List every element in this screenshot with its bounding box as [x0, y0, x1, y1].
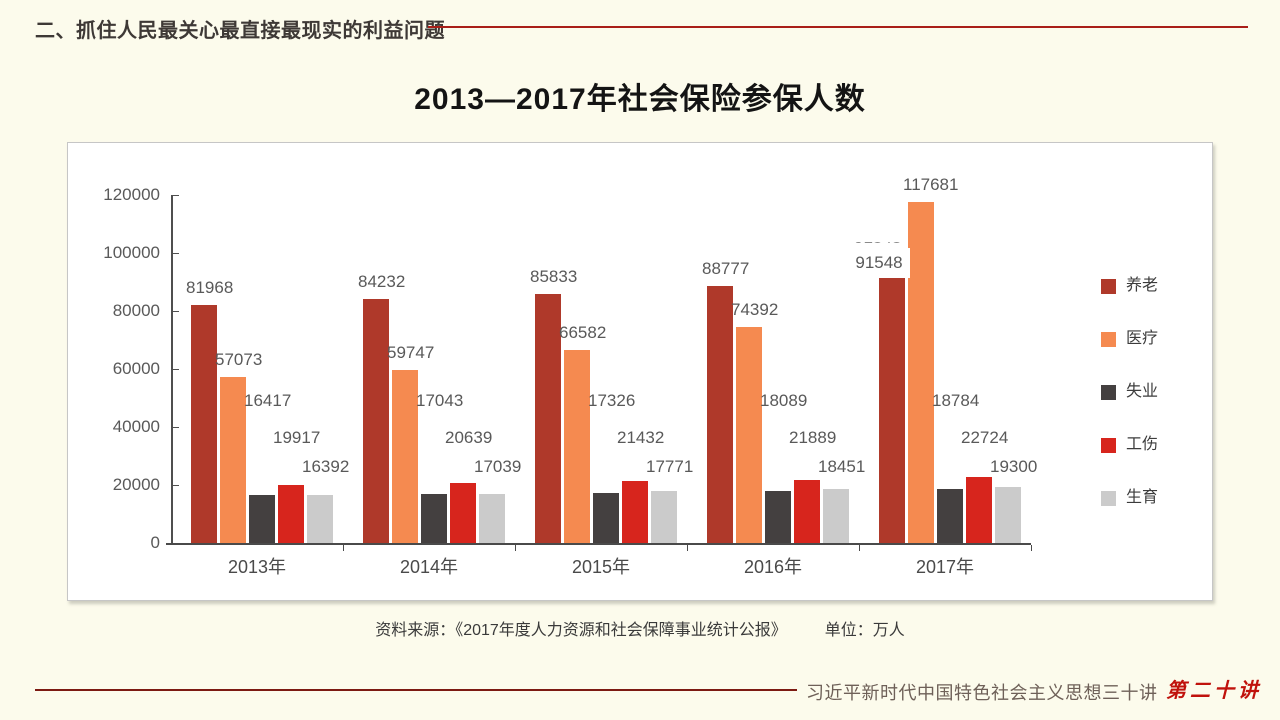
value-label: 17043	[416, 391, 464, 410]
bar-医疗-2013年	[220, 377, 246, 543]
legend-label-工伤: 工伤	[1126, 436, 1159, 453]
y-axis-tick-label: 80000	[112, 301, 160, 320]
value-label: 22724	[961, 428, 1009, 447]
x-axis-category-label: 2013年	[227, 557, 287, 577]
y-axis-tick-label: 100000	[103, 243, 160, 262]
page-title: 2013—2017年社会保险参保人数	[414, 83, 866, 116]
value-label: 18089	[760, 391, 808, 410]
x-axis-category-label: 2014年	[399, 557, 459, 577]
value-label: 20639	[445, 428, 493, 447]
x-axis-tick-mark	[687, 545, 688, 551]
x-axis-tick-mark	[1031, 545, 1032, 551]
bar-医疗-2016年	[736, 327, 762, 543]
bar-工伤-2017年	[966, 477, 992, 543]
footer-course-title: 习近平新时代中国特色社会主义思想三十讲	[806, 683, 1158, 703]
bar-生育-2016年	[823, 489, 849, 543]
bar-失业-2015年	[593, 493, 619, 543]
value-label: 57073	[215, 350, 263, 369]
value-label: 17771	[646, 457, 694, 476]
bar-医疗-2015年	[564, 350, 590, 543]
bar-失业-2013年	[249, 495, 275, 543]
bar-失业-2014年	[421, 494, 447, 543]
legend-label-失业: 失业	[1126, 383, 1159, 400]
value-label: 81968	[186, 278, 234, 297]
value-label: 19300	[990, 457, 1038, 476]
x-axis-tick-mark	[859, 545, 860, 551]
legend-swatch-失业	[1101, 385, 1116, 400]
footer-lecture-badge: 第二十讲	[1166, 678, 1262, 702]
value-label: 16392	[302, 457, 350, 476]
value-label: 18784	[932, 391, 980, 410]
bar-工伤-2015年	[622, 481, 648, 543]
value-label: 18451	[818, 457, 866, 476]
bar-失业-2016年	[765, 491, 791, 543]
chart-panel: 0 20000 40000 60000 80000 100000 120000 81968 57…	[67, 142, 1213, 601]
value-label: 21432	[617, 428, 665, 447]
value-label-boxed: 91548	[848, 248, 910, 278]
y-axis-tick-mark	[171, 427, 179, 428]
y-axis-tick-mark	[171, 253, 179, 254]
legend-swatch-生育	[1101, 491, 1116, 506]
bar-医疗-2017年	[908, 202, 934, 543]
section-title: 二、抓住人民最关心最直接最现实的利益问题	[35, 20, 445, 42]
bar-生育-2014年	[479, 494, 505, 543]
bar-工伤-2016年	[794, 480, 820, 543]
bar-养老-2016年	[707, 286, 733, 543]
bar-养老-2013年	[191, 305, 217, 543]
y-axis-tick-mark	[171, 311, 179, 312]
x-axis-category-label: 2015年	[571, 557, 631, 577]
x-axis-category-label: 2016年	[743, 557, 803, 577]
y-axis-tick-mark	[171, 369, 179, 370]
bar-养老-2014年	[363, 299, 389, 543]
bar-生育-2017年	[995, 487, 1021, 543]
legend-swatch-工伤	[1101, 438, 1116, 453]
unit-note: 单位：万人	[824, 622, 905, 639]
y-axis-tick-label: 40000	[112, 417, 160, 436]
value-label: 16417	[244, 391, 292, 410]
value-label: 17039	[474, 457, 522, 476]
value-label: 84232	[358, 272, 406, 291]
y-axis-tick-label: 120000	[103, 185, 160, 204]
y-axis-line	[171, 195, 173, 543]
bar-工伤-2014年	[450, 483, 476, 543]
bar-生育-2015年	[651, 491, 677, 543]
legend-swatch-养老	[1101, 279, 1116, 294]
x-axis-tick-mark	[515, 545, 516, 551]
bar-工伤-2013年	[278, 485, 304, 543]
value-label: 59747	[387, 343, 435, 362]
bar-养老-2015年	[535, 294, 561, 543]
legend-label-医疗: 医疗	[1126, 330, 1159, 347]
y-axis-tick-mark	[171, 485, 179, 486]
x-axis-line	[166, 543, 1031, 545]
value-label: 117681	[903, 175, 959, 194]
header-rule-line	[428, 26, 1248, 28]
value-label: 19917	[273, 428, 321, 447]
bar-养老-2017年	[879, 278, 905, 543]
value-label: 17326	[588, 391, 636, 410]
bar-失业-2017年	[937, 489, 963, 543]
value-label: 66582	[559, 323, 607, 342]
x-axis-category-label: 2017年	[915, 557, 975, 577]
bar-生育-2013年	[307, 495, 333, 543]
value-label: 85833	[530, 267, 578, 286]
y-axis-tick-label: 60000	[112, 359, 160, 378]
source-note-row: 资料来源：《2017年度人力资源和社会保障事业统计公报》 单位：万人	[0, 616, 1280, 640]
legend-label-养老: 养老	[1126, 277, 1159, 294]
y-axis-tick-label: 0	[150, 533, 160, 552]
value-label: 88777	[702, 259, 750, 278]
value-label: 21889	[789, 428, 837, 447]
bar-医疗-2014年	[392, 370, 418, 543]
footer-rule-line	[35, 689, 797, 691]
value-label: 74392	[731, 300, 779, 319]
legend-swatch-医疗	[1101, 332, 1116, 347]
source-note: 资料来源：《2017年度人力资源和社会保障事业统计公报》	[375, 622, 787, 639]
value-label-ghost: 91548	[854, 242, 910, 247]
legend-label-生育: 生育	[1126, 489, 1159, 506]
y-axis-tick-mark	[171, 195, 179, 196]
y-axis-tick-label: 20000	[112, 475, 160, 494]
x-axis-tick-mark	[343, 545, 344, 551]
